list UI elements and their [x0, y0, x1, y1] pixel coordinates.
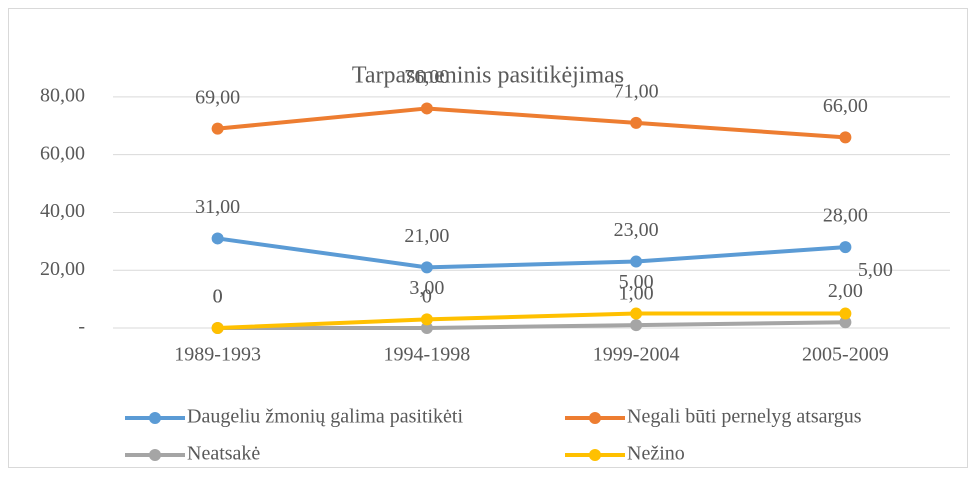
data-label: 2,00: [828, 280, 863, 302]
data-label: 0: [422, 286, 432, 308]
data-point: [839, 241, 852, 254]
x-tick-label: 1999-2004: [593, 344, 680, 366]
data-point: [420, 261, 433, 274]
y-tick-label: 20,00: [40, 258, 85, 280]
chart-title: Tarpasmeninis pasitikėjimas: [352, 63, 624, 89]
data-point: [420, 313, 433, 326]
data-point: [839, 316, 852, 329]
y-tick-label: 60,00: [40, 142, 85, 164]
data-label: 0: [213, 286, 223, 308]
y-tick-label: -: [78, 316, 85, 338]
data-label: 5,00: [619, 271, 654, 293]
data-point: [420, 322, 433, 334]
data-point: [630, 319, 643, 332]
series-line: [217, 320, 846, 330]
data-point: [420, 102, 433, 115]
x-tick-label: 2005-2009: [802, 344, 889, 366]
y-tick-label: 40,00: [40, 200, 85, 222]
data-label: 76,00: [404, 66, 449, 88]
x-tick-label: 1989-1993: [174, 344, 261, 366]
chart-border: [8, 8, 968, 468]
data-label: 1,00: [619, 283, 654, 305]
data-label: 69,00: [195, 86, 240, 108]
data-point: [630, 307, 643, 320]
legend-label: Neatsakė: [187, 443, 260, 465]
series-line: [217, 106, 846, 140]
data-label: 28,00: [823, 205, 868, 227]
legend-marker: [149, 412, 161, 424]
series-line: [217, 311, 846, 330]
x-tick-label: 1994-1998: [384, 344, 471, 366]
data-point: [630, 116, 643, 129]
legend-marker: [589, 412, 601, 424]
data-label: 5,00: [858, 259, 893, 281]
data-label: 66,00: [823, 95, 868, 117]
data-point: [839, 307, 852, 320]
legend-marker: [589, 449, 601, 461]
data-label: 71,00: [614, 80, 659, 102]
legend-label: Daugeliu žmonių galima pasitikėti: [187, 406, 463, 428]
data-label: 3,00: [409, 277, 444, 299]
series-line: [217, 236, 846, 270]
data-label: 23,00: [614, 219, 659, 241]
legend-label: Negali būti pernelyg atsargus: [627, 406, 862, 428]
data-point: [211, 322, 224, 334]
legend-marker: [149, 449, 161, 461]
data-label: 0: [213, 286, 223, 308]
data-point: [630, 255, 643, 268]
data-label: 31,00: [195, 196, 240, 218]
data-point: [211, 122, 224, 135]
data-label: 21,00: [404, 225, 449, 247]
y-tick-label: 80,00: [40, 84, 85, 106]
data-point: [839, 131, 852, 144]
data-point: [211, 232, 224, 245]
legend-label: Nežino: [627, 443, 685, 465]
